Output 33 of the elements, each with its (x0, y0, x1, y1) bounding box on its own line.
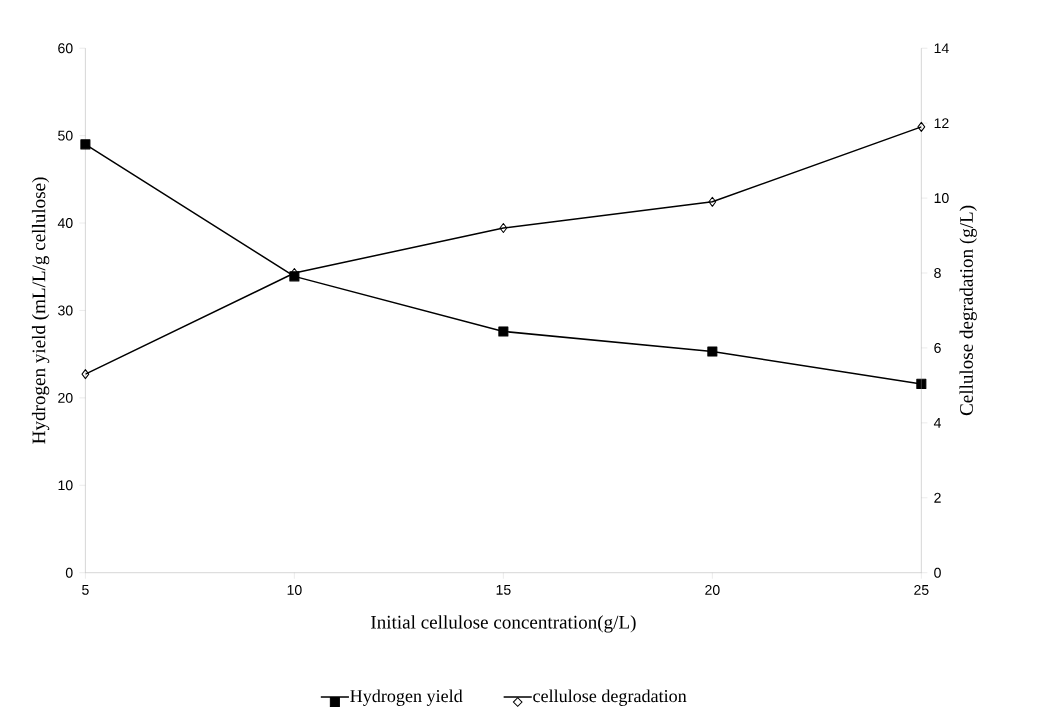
point (916, 378, 927, 389)
y-tick-label: 60 (58, 43, 73, 53)
y-tick-label: 30 (58, 305, 73, 316)
legend-label: cellulose degradation (533, 689, 687, 706)
y-tick-label: 20 (58, 392, 73, 403)
y-tick-label: 10 (58, 480, 73, 491)
x-tick-label: 20 (705, 584, 720, 595)
x-tick-label: 5 (82, 584, 89, 595)
y-axis-title: Hydrogen yield (mL/L/g cellulose) (31, 177, 50, 444)
y2-axis-title: Cellulose degradation (g/L) (959, 205, 977, 415)
y2-tick-label: 4 (933, 417, 942, 428)
y2-tick-label: 2 (934, 492, 941, 503)
x-tick-label: 25 (914, 584, 929, 595)
point (81, 368, 90, 379)
point (707, 346, 718, 357)
point (498, 326, 509, 337)
point (80, 139, 91, 150)
legend-label: Hydrogen yield (350, 689, 463, 706)
y-tick-label: 50 (58, 130, 73, 141)
y2-tick-label: 12 (934, 118, 949, 128)
y2-tick-label: 6 (934, 342, 941, 353)
x-tick-label: 15 (496, 584, 511, 595)
x-axis-title: Initial cellulose concentration(g/L) (371, 615, 636, 633)
y2-tick-label: 10 (934, 192, 949, 203)
point (917, 121, 926, 132)
point (499, 222, 508, 233)
y2-tick-label: 14 (934, 43, 949, 53)
y2-tick-label: 0 (934, 567, 941, 578)
y-tick-label: 40 (57, 217, 73, 228)
y2-tick-label: 8 (934, 267, 941, 278)
y-tick-label: 0 (65, 567, 73, 578)
point (708, 196, 717, 207)
x-tick-label: 10 (287, 584, 302, 595)
